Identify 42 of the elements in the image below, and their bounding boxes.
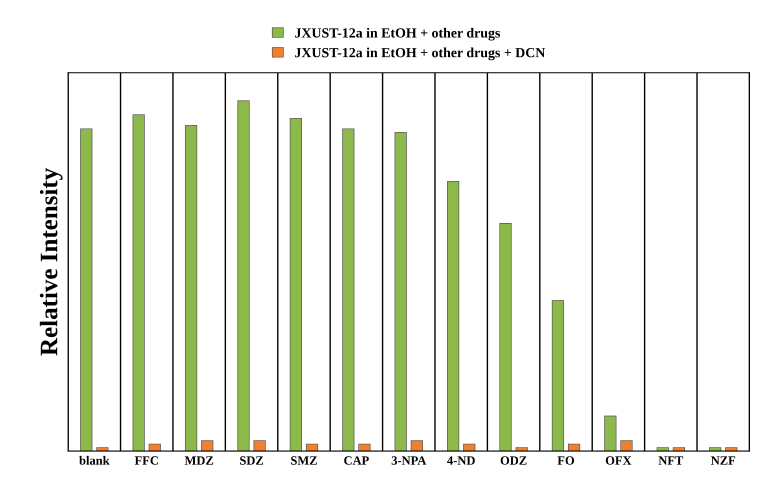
bar: [132, 114, 145, 452]
bar: [709, 447, 722, 452]
bar: [447, 180, 460, 452]
bar: [201, 440, 214, 452]
bar: [290, 118, 302, 452]
bar: [148, 444, 161, 452]
x-tick-label: ODZ: [500, 456, 527, 465]
bar: [604, 416, 616, 452]
bar: [552, 300, 564, 452]
bar: [568, 444, 580, 452]
bar: [80, 128, 92, 452]
x-tick-label: NZF: [710, 456, 736, 465]
x-tick-label: FFC: [134, 456, 158, 465]
bar: [96, 447, 109, 452]
legend-label: JXUST-12a in EtOH + other drugs + DCN: [295, 48, 546, 60]
bar: [516, 447, 528, 452]
x-tick-label: FO: [558, 456, 574, 465]
x-tick-label: OFX: [606, 456, 632, 465]
bar: [358, 444, 371, 452]
bar: [237, 100, 250, 452]
x-tick-label: blank: [79, 456, 110, 465]
y-axis-title: Relative Intensity: [40, 168, 63, 356]
bar: [394, 132, 407, 452]
x-tick-label: SDZ: [240, 456, 264, 465]
bar: [499, 223, 512, 452]
bar: [306, 444, 318, 452]
x-tick-label: 4-ND: [447, 456, 475, 465]
x-tick-label: MDZ: [184, 456, 214, 465]
bar: [254, 440, 266, 452]
bar: [620, 440, 633, 452]
bar: [656, 447, 669, 452]
bar: [410, 440, 423, 452]
legend-label: JXUST-12a in EtOH + other drugs: [295, 28, 500, 41]
x-tick-label: SMZ: [291, 456, 317, 465]
bar: [672, 447, 686, 452]
bar: [463, 444, 476, 452]
bar: [725, 447, 738, 452]
bar: [342, 128, 354, 452]
x-tick-label: CAP: [344, 456, 369, 465]
bar: [184, 124, 198, 452]
x-tick-label: NFT: [658, 456, 684, 465]
x-tick-label: 3-NPA: [392, 456, 426, 465]
